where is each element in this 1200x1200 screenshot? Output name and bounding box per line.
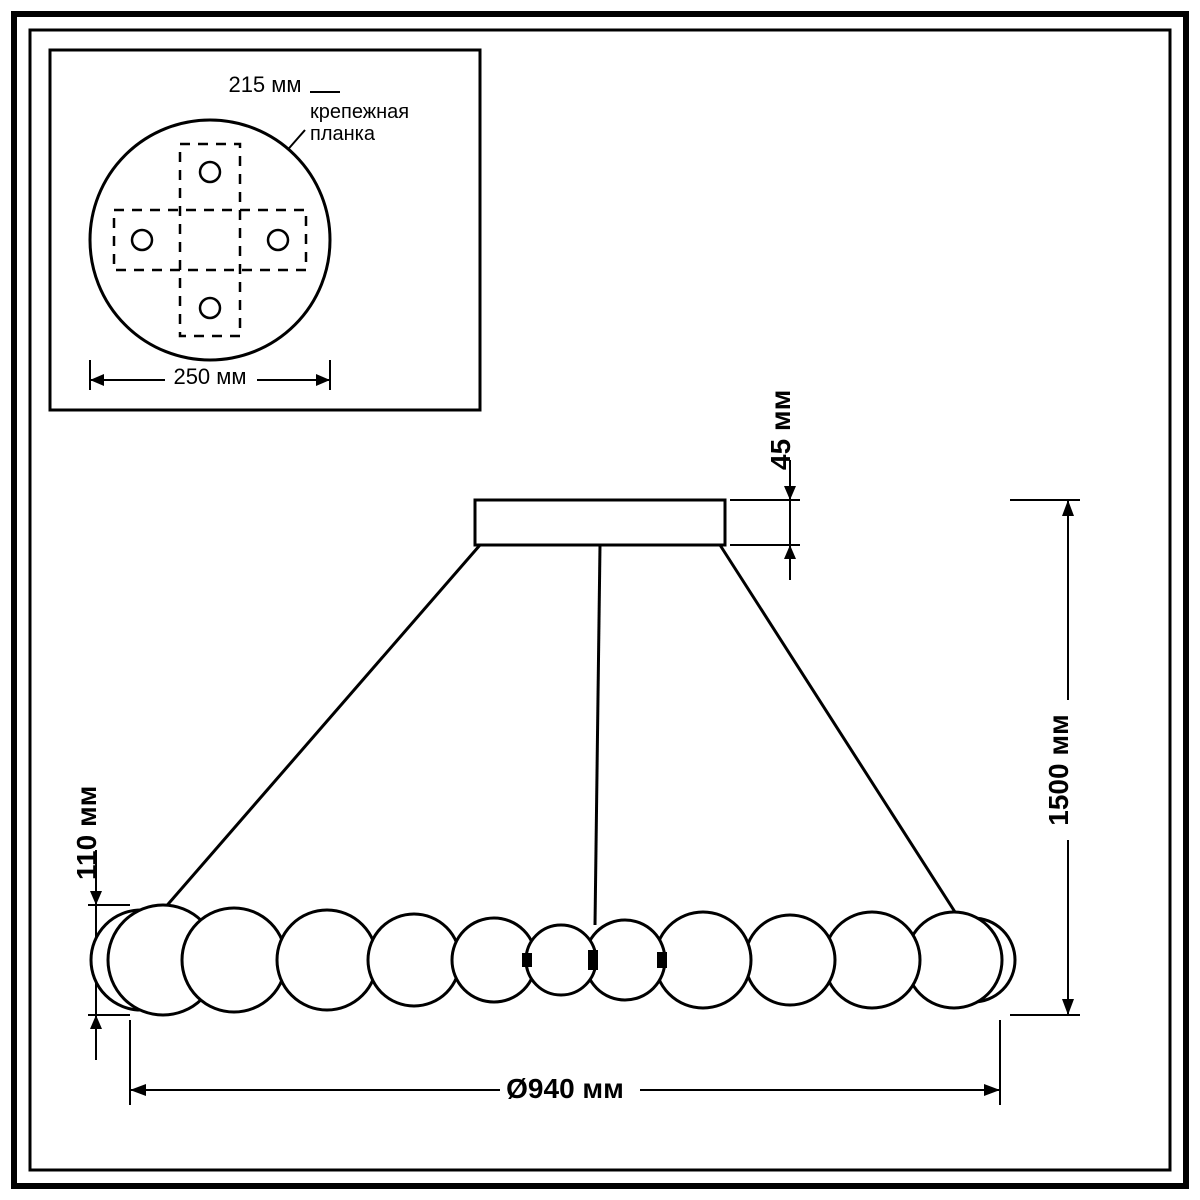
dim-110: 110 мм [71, 786, 102, 880]
sphere [526, 925, 596, 995]
screw-hole [200, 298, 220, 318]
sphere [655, 912, 751, 1008]
dim-215: 215 мм [228, 72, 301, 97]
sphere [182, 908, 286, 1012]
label-bracket-l2: планка [310, 123, 376, 145]
dim-250: 250 мм [173, 364, 246, 389]
label-bracket-l1: крепежная [310, 101, 409, 123]
sphere [824, 912, 920, 1008]
sphere [368, 914, 460, 1006]
dim-940: Ø940 мм [506, 1073, 624, 1104]
sphere [745, 915, 835, 1005]
screw-hole [268, 230, 288, 250]
technical-drawing: 215 мм крепежная планка 250 мм [0, 0, 1200, 1200]
screw-hole [132, 230, 152, 250]
dim-45: 45 мм [765, 390, 796, 470]
screw-hole [200, 162, 220, 182]
dim-1500: 1500 мм [1043, 714, 1074, 826]
inset-top-view: 215 мм крепежная планка 250 мм [50, 50, 480, 410]
canopy [475, 500, 725, 545]
sphere [277, 910, 377, 1010]
